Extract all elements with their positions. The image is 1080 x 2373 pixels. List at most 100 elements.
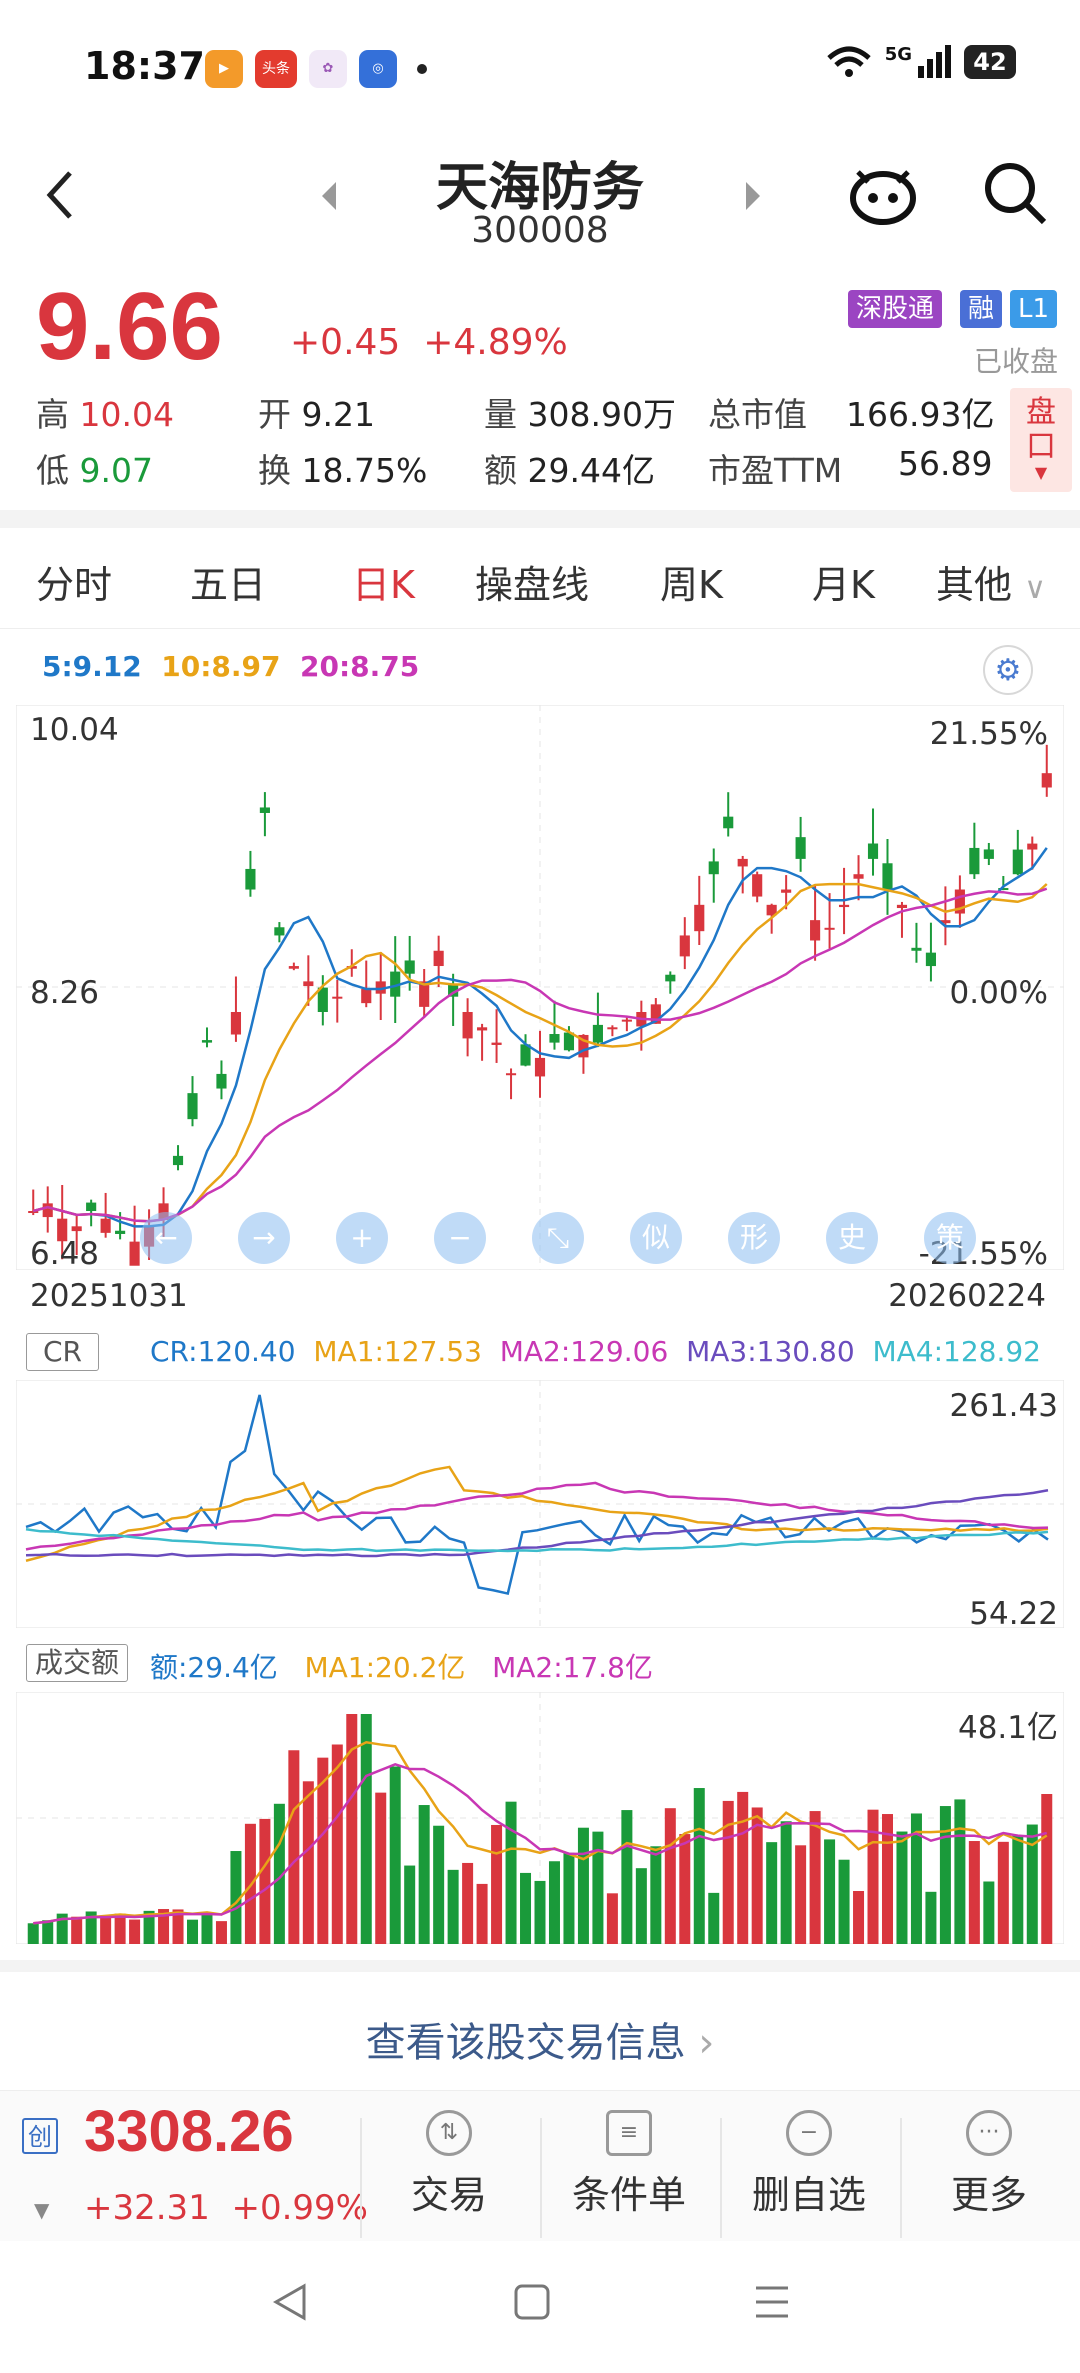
chart-tool-button[interactable]: 形 (728, 1212, 780, 1264)
turnover-ma2-line (33, 1763, 1048, 1925)
candle-body (505, 1073, 517, 1076)
chinext-index-tag: 创 (22, 2118, 58, 2154)
candle-body (853, 874, 864, 879)
turnover-bar (606, 1893, 618, 1944)
candle-body (621, 1019, 632, 1022)
notification-icons: ▶ 头条 ✿ ◎ (205, 50, 427, 88)
candle-body (781, 889, 792, 893)
search-icon[interactable] (982, 160, 1048, 226)
pankou-button[interactable]: 盘口 ▼ (1010, 388, 1072, 492)
tab-intraday[interactable]: 分时 (36, 563, 113, 607)
index-dropdown-icon[interactable]: ▼ (34, 2198, 50, 2222)
candle-body (1041, 773, 1052, 788)
prev-stock-icon[interactable] (318, 178, 342, 214)
more-dots-icon: ··· (966, 2110, 1012, 2156)
chart-tool-button[interactable]: 似 (630, 1212, 682, 1264)
candle-body (332, 996, 343, 999)
turnover-bar (491, 1824, 503, 1944)
stat-volume: 量 308.90万 (484, 388, 676, 436)
candle-body (549, 1034, 560, 1043)
turnover-bar (925, 1891, 937, 1944)
candle-body (607, 1027, 618, 1030)
badge-margin[interactable]: 融 (960, 290, 1003, 328)
candle-body (578, 1034, 589, 1058)
trade-info-link[interactable]: 查看该股交易信息 › (0, 2010, 1080, 2068)
turnover-bar (447, 1869, 459, 1944)
trade-button[interactable]: ⇅ 交易 (364, 2110, 534, 2219)
cr-chart[interactable] (16, 1380, 1064, 1628)
chart-tool-button[interactable]: 史 (826, 1212, 878, 1264)
turnover-bar (230, 1851, 242, 1944)
browser-app-icon: ◎ (359, 50, 397, 88)
chart-settings-gear-icon[interactable]: ⚙ (983, 645, 1033, 695)
candle-body (317, 987, 328, 1012)
candle-body (390, 971, 401, 997)
candle-body (288, 966, 299, 969)
candle-body (723, 816, 734, 829)
turnover-indicator-selector[interactable]: 成交额 (26, 1644, 129, 1682)
candle-body (896, 904, 908, 909)
stat-high: 高 10.04 (36, 388, 174, 436)
back-icon[interactable] (40, 165, 80, 225)
nav-back-icon[interactable] (268, 2280, 312, 2324)
stat-amount: 额 29.44亿 (484, 444, 655, 492)
turnover-bar (968, 1841, 980, 1944)
cr-ma1-line (25, 1465, 1049, 1562)
cr-ma3-line (25, 1489, 1049, 1558)
stat-open: 开 9.21 (258, 388, 375, 436)
turnover-bar (476, 1883, 488, 1944)
chevron-right-icon: › (698, 2020, 715, 2066)
index-value[interactable]: 3308.26 (84, 2099, 294, 2164)
turnover-bar (85, 1911, 97, 1944)
turnover-bar (693, 1788, 705, 1944)
tab-more[interactable]: 其他 ∨ (936, 554, 1046, 609)
nav-menu-icon[interactable] (752, 2282, 792, 2322)
status-time: 18:37 (84, 44, 205, 88)
chart-tool-button[interactable]: ← (140, 1212, 192, 1264)
chart-tool-button[interactable]: 策 (924, 1212, 976, 1264)
market-status: 已收盘 (973, 345, 1058, 378)
turnover-bar (896, 1831, 908, 1944)
turnover-bar (71, 1916, 83, 1944)
nav-home-icon[interactable] (512, 2282, 552, 2322)
candle-body (520, 1044, 531, 1066)
turnover-bar (577, 1827, 589, 1944)
badge-l1[interactable]: L1 (1010, 290, 1058, 328)
section-divider-2 (0, 1960, 1080, 1972)
next-stock-icon[interactable] (740, 178, 764, 214)
candle-body (216, 1073, 227, 1089)
chart-tool-button[interactable]: → (238, 1212, 290, 1264)
stock-code: 300008 (471, 210, 609, 251)
turnover-bar (302, 1781, 314, 1944)
tab-monthly-k[interactable]: 月K (812, 563, 875, 607)
badge-sz-connect[interactable]: 深股通 (848, 290, 943, 328)
turnover-bar (939, 1806, 951, 1944)
turnover-bar (462, 1862, 474, 1944)
candle-body (129, 1241, 140, 1266)
cr-value: CR:120.40 (150, 1335, 296, 1368)
candle-body (100, 1218, 111, 1233)
tab-daily-k[interactable]: 日K (352, 563, 415, 607)
turnover-bar (983, 1881, 995, 1944)
toolbar-divider (720, 2118, 722, 2238)
chart-tool-button[interactable]: − (434, 1212, 486, 1264)
cr-indicator-selector[interactable]: CR (26, 1333, 100, 1371)
turnover-bar (997, 1841, 1009, 1944)
chart-tool-button[interactable]: ⤡ (532, 1212, 584, 1264)
kline-chart[interactable] (16, 705, 1064, 1270)
high-label: 高 (36, 395, 69, 434)
tab-trading-line[interactable]: 操盘线 (475, 563, 590, 607)
tab-weekly-k[interactable]: 周K (660, 563, 723, 607)
conditional-order-button[interactable]: ≡ 条件单 (544, 2110, 714, 2219)
stock-name: 天海防务 (435, 158, 644, 218)
turnover-bar (708, 1892, 720, 1944)
tab-five-day[interactable]: 五日 (190, 563, 267, 607)
more-button[interactable]: ··· 更多 (904, 2110, 1074, 2219)
turnover-bar (360, 1714, 372, 1944)
chart-tool-button[interactable]: + (336, 1212, 388, 1264)
remove-watchlist-button[interactable]: − 删自选 (724, 2110, 894, 2219)
candle-body (983, 849, 994, 859)
robot-assistant-icon[interactable] (848, 160, 918, 226)
turnover-chart[interactable] (16, 1692, 1064, 1944)
trade-label: 交易 (410, 2173, 487, 2217)
